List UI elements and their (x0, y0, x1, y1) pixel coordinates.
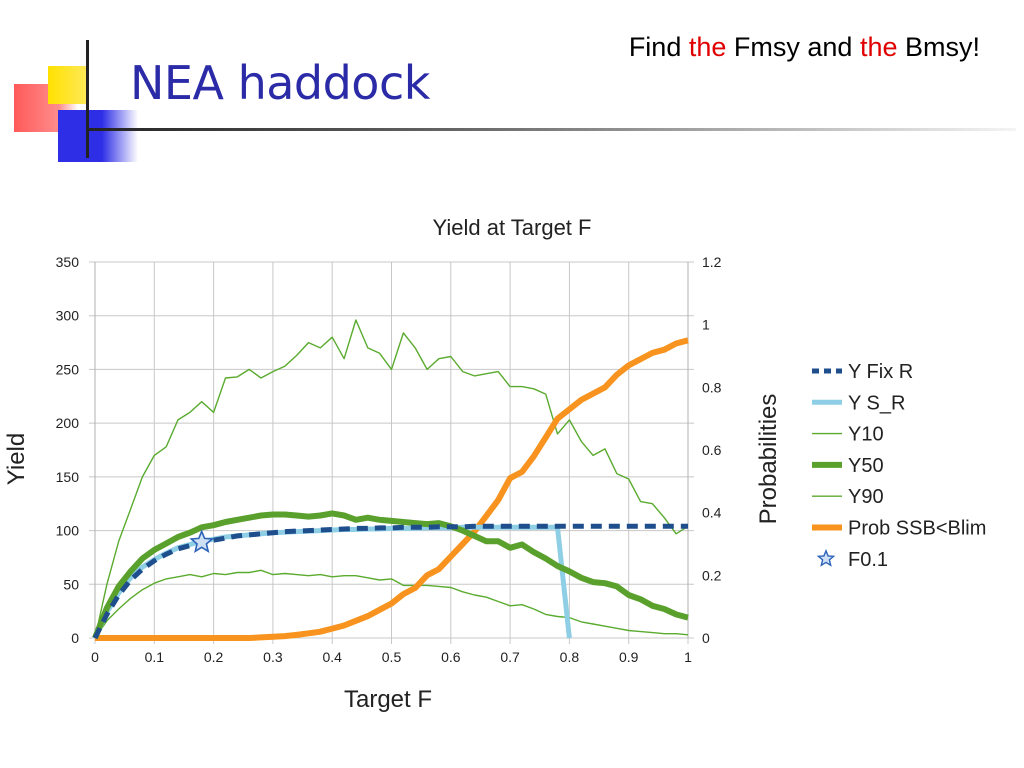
y-tick-label: 300 (56, 308, 80, 324)
x-axis-label: Target F (344, 686, 432, 713)
x-tick-label: 0 (91, 649, 99, 665)
legend-label: F0.1 (848, 549, 888, 571)
y-tick-label: 150 (56, 469, 80, 485)
f01-star-marker (189, 529, 215, 554)
y-tick-label: 250 (56, 361, 80, 377)
legend-label: Y50 (848, 455, 884, 477)
y2-tick-label: 1 (702, 317, 710, 333)
y2-tick-label: 0 (702, 630, 710, 646)
y2-tick-label: 0.2 (702, 567, 722, 583)
x-tick-label: 0.7 (500, 649, 520, 665)
series (92, 319, 689, 641)
x-tick-label: 0.5 (382, 649, 402, 665)
decor-horizontal-line (86, 128, 1016, 131)
series-line-y90 (94, 319, 689, 639)
subtitle-part: Fmsy and (726, 32, 860, 62)
y-tick-label: 50 (63, 576, 79, 592)
subtitle-part: Bmsy! (897, 32, 980, 62)
legend-label: Y Fix R (848, 361, 913, 383)
y2-axis-label: Probabilities (755, 394, 782, 525)
y2-tick-label: 1.2 (702, 254, 722, 270)
legend-label: Y10 (848, 424, 884, 446)
y-axis-label: Yield (3, 433, 30, 485)
subtitle-highlight: the (688, 32, 727, 62)
y-tick-label: 0 (71, 630, 79, 646)
grid (89, 261, 694, 644)
x-tick-label: 0.9 (619, 649, 639, 665)
subtitle-highlight: the (859, 32, 898, 62)
series-line-y50 (92, 510, 689, 640)
series-line-y10 (94, 569, 689, 639)
x-tick-label: 1 (684, 649, 692, 665)
legend-label: Prob SSB<Blim (848, 518, 986, 540)
decor-vertical-line (86, 40, 89, 158)
legend-star-icon (816, 548, 836, 567)
y-tick-label: 200 (56, 415, 80, 431)
series-line-prob-ssb-blim (95, 337, 689, 641)
y2-tick-label: 0.8 (702, 379, 722, 395)
legend-label: Y S_R (848, 392, 905, 414)
x-tick-label: 0.4 (322, 649, 342, 665)
y2-tick-label: 0.6 (702, 442, 722, 458)
yield-chart: Yield at Target F 0 0.1 0.2 0.3 0.4 0.5 0.6 0.7… (3, 215, 986, 713)
decor-blue-block (58, 110, 138, 162)
y-tick-label: 350 (56, 254, 80, 270)
decor-yellow-block (48, 66, 88, 104)
chart-title: Yield at Target F (433, 215, 592, 240)
x-tick-label: 0.8 (560, 649, 580, 665)
x-tick-label: 0.1 (145, 649, 165, 665)
y-tick-label: 100 (56, 523, 80, 539)
legend: Y Fix R Y S_R Y10 Y50 Y90 Prob SSB<Blim F0.1 (812, 361, 986, 571)
slide-subtitle: Find the Fmsy and the Bmsy! (629, 32, 980, 63)
x-tick-label: 0.3 (263, 649, 283, 665)
legend-label: Y90 (848, 486, 884, 508)
x-tick-label: 0.2 (204, 649, 224, 665)
slide-title: NEA haddock (130, 56, 430, 110)
axes: 0 0.1 0.2 0.3 0.4 0.5 0.6 0.7 0.8 0.9 105010015020… (56, 254, 722, 665)
y2-tick-label: 0.4 (702, 505, 722, 521)
x-tick-label: 0.6 (441, 649, 461, 665)
subtitle-part: Find (628, 32, 689, 62)
